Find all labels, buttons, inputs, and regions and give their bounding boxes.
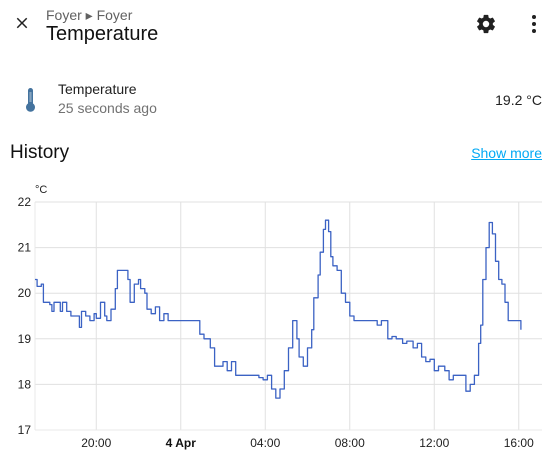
thermometer-icon [18,88,42,114]
breadcrumb: Foyer ▸ Foyer [46,7,133,23]
x-tick-label: 04:00 [250,436,280,450]
settings-button[interactable] [472,10,500,38]
more-options-button[interactable] [522,10,546,38]
temperature-series-line [35,219,522,399]
gear-icon [477,14,495,34]
x-tick-label: 16:00 [504,436,534,450]
show-more-link[interactable]: Show more [471,145,542,161]
y-tick-label: 20 [18,286,32,300]
x-tick-label: 20:00 [81,436,111,450]
entity-row: Temperature 25 seconds ago 19.2 °C [0,72,557,128]
entity-name: Temperature [58,81,137,97]
y-tick-label: 17 [18,423,32,437]
close-icon [16,17,28,29]
entity-state-value: 19.2 °C [495,92,542,108]
y-tick-label: 19 [18,332,32,346]
y-tick-label: 18 [18,377,32,391]
history-chart: °C 17 18 19 20 21 22 20:00 4 Apr 04:00 08:00 12:00 1… [0,176,557,459]
y-tick-label: 21 [18,241,32,255]
close-button[interactable] [6,8,38,38]
y-axis-unit: °C [35,184,47,196]
last-changed-time: 25 seconds ago [58,100,157,116]
more-vertical-icon [532,15,536,33]
x-tick-label: 12:00 [419,436,449,450]
history-heading: History [10,142,70,163]
y-tick-label: 22 [18,195,32,209]
dialog-header: Foyer ▸ Foyer Temperature [0,0,557,56]
page-title: Temperature [46,23,159,45]
x-tick-label: 08:00 [335,436,365,450]
x-tick-label: 4 Apr [166,436,197,450]
